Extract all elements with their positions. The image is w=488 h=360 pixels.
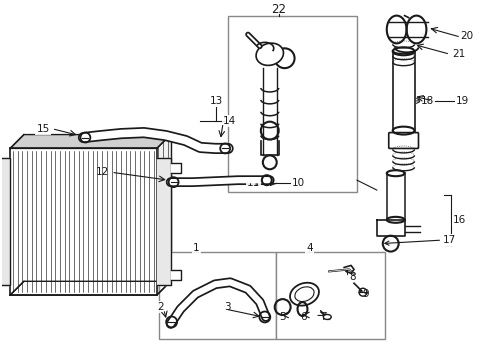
Text: 14: 14	[223, 116, 236, 126]
Ellipse shape	[256, 43, 283, 66]
Text: 17: 17	[384, 235, 456, 245]
Text: 18: 18	[420, 96, 433, 106]
Bar	[228, 15, 356, 192]
Polygon shape	[170, 163, 180, 173]
Text: 4: 4	[305, 243, 312, 253]
Ellipse shape	[323, 315, 330, 319]
Ellipse shape	[289, 283, 318, 306]
Polygon shape	[0, 158, 10, 285]
Text: 13: 13	[209, 96, 223, 106]
Text: 9: 9	[359, 289, 368, 299]
Text: 21: 21	[451, 49, 465, 59]
Text: 8: 8	[346, 270, 355, 282]
Text: 2: 2	[157, 302, 163, 312]
Polygon shape	[392, 51, 414, 131]
Bar	[275, 252, 384, 339]
Bar	[10, 148, 157, 295]
Text: 7: 7	[319, 312, 326, 322]
Polygon shape	[263, 68, 276, 156]
FancyBboxPatch shape	[388, 132, 418, 148]
Text: 6: 6	[300, 312, 306, 322]
Polygon shape	[157, 158, 170, 285]
Text: 15: 15	[37, 123, 50, 134]
Bar	[24, 135, 170, 281]
Ellipse shape	[294, 287, 313, 302]
Polygon shape	[376, 220, 404, 236]
Text: 10: 10	[291, 178, 304, 188]
Polygon shape	[386, 173, 404, 220]
Text: 3: 3	[224, 302, 230, 312]
Text: 12: 12	[96, 167, 109, 177]
Polygon shape	[10, 281, 170, 295]
Text: 19: 19	[455, 96, 468, 106]
Text: 1: 1	[193, 243, 199, 253]
Text: 16: 16	[452, 215, 466, 225]
Polygon shape	[260, 140, 278, 156]
Text: 20: 20	[459, 31, 472, 41]
Polygon shape	[10, 135, 170, 148]
Polygon shape	[170, 270, 180, 280]
Text: 11: 11	[246, 178, 259, 188]
Bar	[159, 252, 275, 339]
Text: 5: 5	[279, 312, 285, 322]
Text: 22: 22	[271, 3, 285, 16]
